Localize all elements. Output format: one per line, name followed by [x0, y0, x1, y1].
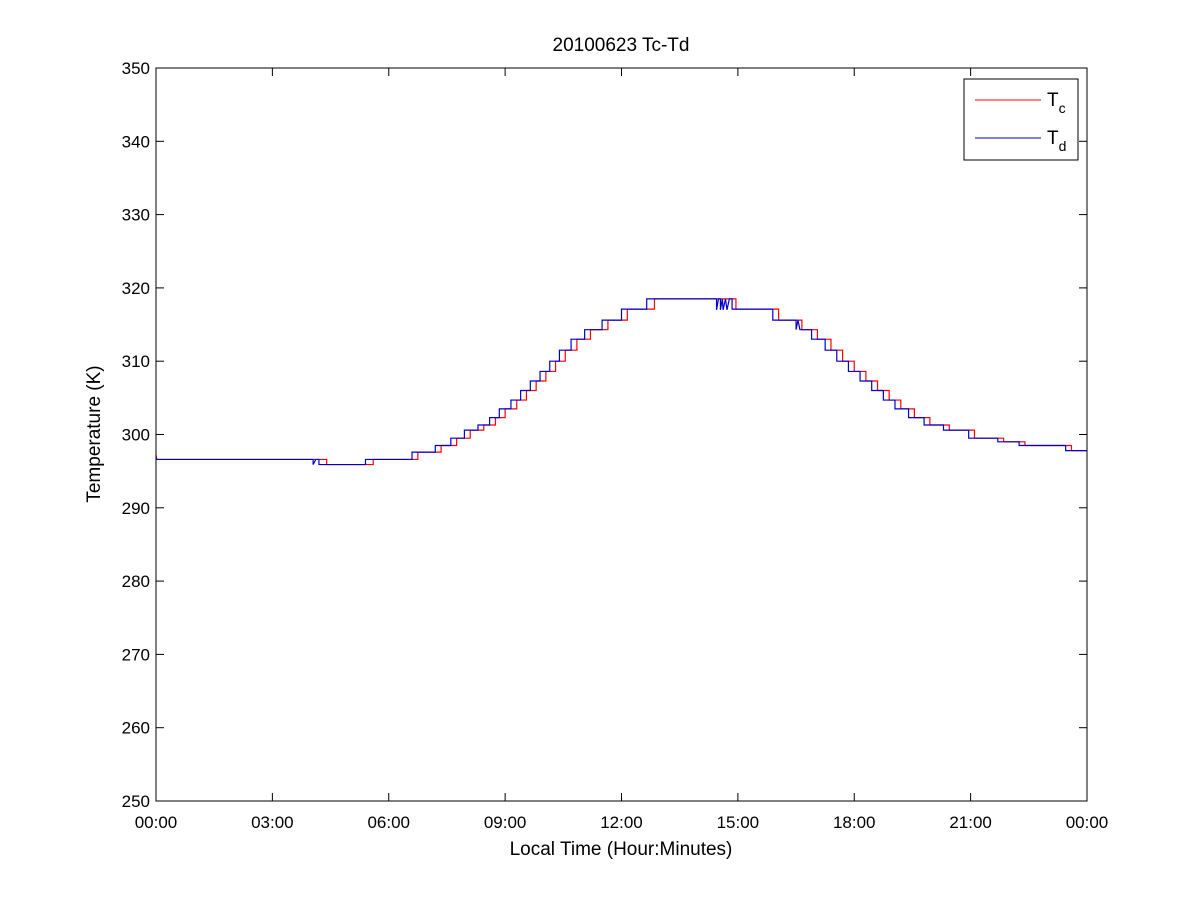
- legend-box: [963, 78, 1079, 161]
- legend-label-td-sub: d: [1059, 138, 1067, 154]
- y-tick-label: 340: [122, 132, 150, 151]
- y-tick-label: 350: [122, 59, 150, 78]
- x-tick-label: 00:00: [135, 813, 178, 832]
- y-tick-label: 330: [122, 206, 150, 225]
- tick-layer: 00:00 03:00 06:00 09:00 12:00 15:00 18:00 21:00…: [122, 59, 1109, 832]
- y-tick-label: 280: [122, 572, 150, 591]
- y-tick-label: 250: [122, 792, 150, 811]
- y-tick-label: 290: [122, 499, 150, 518]
- x-tick-label: 00:00: [1066, 813, 1109, 832]
- series-line-td: [156, 298, 1087, 466]
- x-tick-label: 09:00: [484, 813, 527, 832]
- legend-label-td: Td: [1047, 128, 1066, 154]
- legend-label-tc: Tc: [1047, 90, 1066, 116]
- series-layer: [155, 298, 1087, 466]
- x-tick-label: 21:00: [949, 813, 992, 832]
- chart-title: 20100623 Tc-Td: [553, 35, 690, 56]
- legend-label-tc-main: T: [1047, 90, 1059, 111]
- x-tick-label: 12:00: [600, 813, 643, 832]
- y-axis-label: Temperature (K): [84, 365, 105, 502]
- x-tick-label: 18:00: [833, 813, 876, 832]
- x-tick-label: 03:00: [251, 813, 294, 832]
- legend: Tc Td: [963, 78, 1079, 161]
- y-tick-label: 300: [122, 426, 150, 445]
- x-tick-label: 15:00: [717, 813, 760, 832]
- legend-label-tc-sub: c: [1059, 100, 1066, 116]
- y-tick-label: 310: [122, 352, 150, 371]
- plot-area: [156, 68, 1087, 801]
- plot-frame: [155, 67, 1088, 802]
- y-tick-label: 260: [122, 719, 150, 738]
- x-tick-label: 06:00: [367, 813, 410, 832]
- legend-label-td-main: T: [1047, 128, 1059, 149]
- x-axis-label: Local Time (Hour:Minutes): [510, 839, 733, 860]
- y-tick-label: 320: [122, 279, 150, 298]
- y-tick-label: 270: [122, 645, 150, 664]
